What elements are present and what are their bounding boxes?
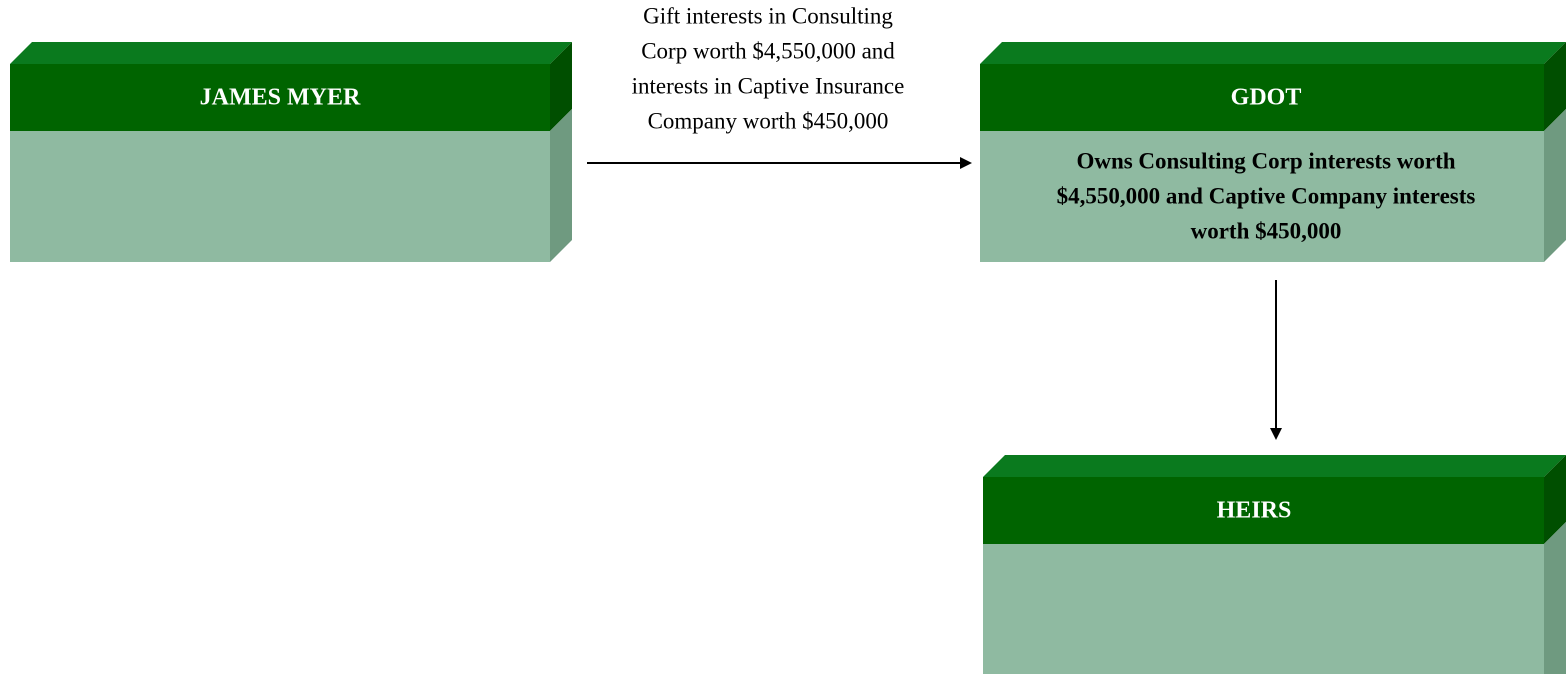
box-header xyxy=(983,477,1544,544)
box-side-header xyxy=(1544,455,1566,544)
box-top xyxy=(10,42,572,64)
node-box: JAMES MYER xyxy=(10,42,572,262)
node-label: GDOT xyxy=(1231,85,1302,111)
box-side-header xyxy=(1544,42,1566,131)
box-side-header xyxy=(550,42,572,131)
edge-label-line: Corp worth $4,550,000 and xyxy=(641,38,895,63)
box-side-body xyxy=(550,109,572,262)
box-body xyxy=(983,544,1544,674)
box-body xyxy=(10,131,550,262)
box-side-body xyxy=(1544,109,1566,262)
edge-label-line: Company worth $450,000 xyxy=(648,108,889,133)
node-label: JAMES MYER xyxy=(200,85,361,111)
box-top xyxy=(980,42,1566,64)
edge-label-line: interests in Captive Insurance xyxy=(632,73,905,98)
node-body-line: worth $450,000 xyxy=(1191,218,1342,243)
node-box: GDOT Owns Consulting Corp interests wort… xyxy=(980,42,1566,262)
edge-label-line: Gift interests in Consulting xyxy=(643,3,893,28)
node-box: HEIRS xyxy=(983,455,1566,674)
node-label: HEIRS xyxy=(1217,498,1292,524)
box-body xyxy=(980,131,1544,262)
box-top xyxy=(983,455,1566,477)
node-body-line: $4,550,000 and Captive Company interests xyxy=(1057,183,1476,208)
box-header xyxy=(980,64,1544,131)
box-header xyxy=(10,64,550,131)
node-body-line: Owns Consulting Corp interests worth xyxy=(1076,148,1455,173)
box-side-body xyxy=(1544,522,1566,674)
